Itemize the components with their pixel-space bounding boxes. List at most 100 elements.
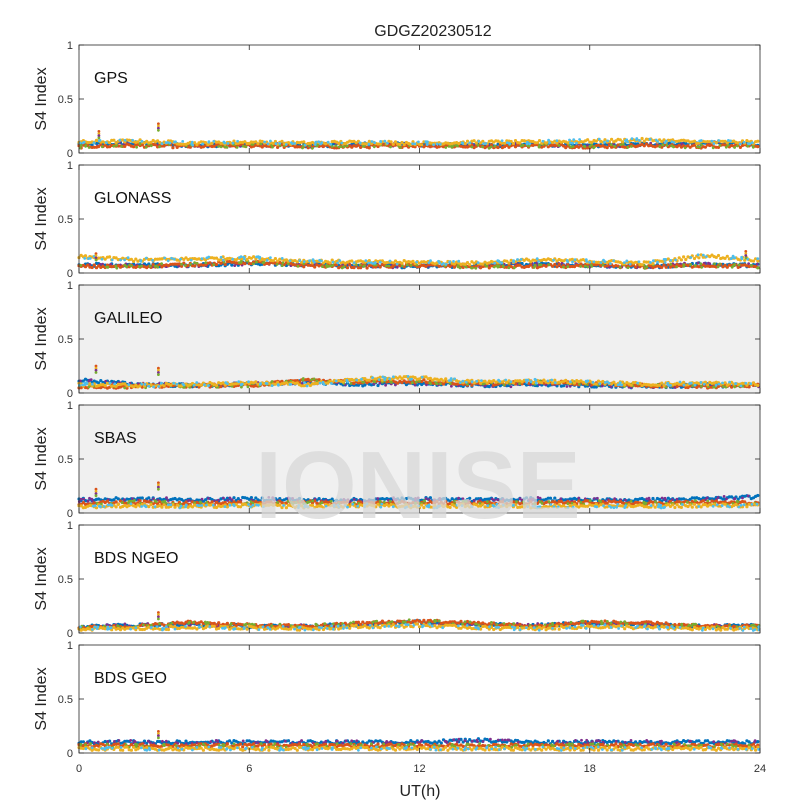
data-point xyxy=(625,259,629,263)
data-point xyxy=(700,265,704,269)
data-point xyxy=(435,142,439,146)
data-point xyxy=(367,146,371,150)
data-point xyxy=(511,141,515,146)
data-point xyxy=(725,254,729,258)
data-point xyxy=(359,266,363,270)
data-point xyxy=(138,499,142,503)
data-point xyxy=(191,143,195,147)
data-point xyxy=(378,265,382,269)
data-point xyxy=(458,381,462,384)
data-point xyxy=(592,260,596,264)
data-point xyxy=(336,261,340,265)
data-point xyxy=(700,143,703,147)
data-point xyxy=(233,264,237,267)
data-point xyxy=(741,496,744,500)
data-point xyxy=(153,499,157,503)
data-point xyxy=(242,255,246,259)
data-point xyxy=(507,266,511,270)
data-point xyxy=(372,145,376,149)
data-point xyxy=(340,266,344,270)
data-point xyxy=(195,381,199,384)
data-point xyxy=(622,261,626,264)
data-point xyxy=(119,258,122,262)
data-point xyxy=(678,380,682,384)
data-point xyxy=(409,263,413,267)
data-point xyxy=(578,138,581,141)
data-point xyxy=(352,261,356,265)
data-point xyxy=(663,261,667,264)
data-point xyxy=(310,378,313,382)
data-point xyxy=(230,498,234,501)
data-point xyxy=(276,145,280,149)
data-point xyxy=(553,381,557,385)
data-point xyxy=(566,265,570,269)
data-point xyxy=(399,146,402,149)
data-point xyxy=(663,496,667,500)
data-point xyxy=(85,382,89,385)
data-point xyxy=(175,382,179,386)
data-point xyxy=(132,499,136,503)
data-point xyxy=(349,382,353,385)
data-point xyxy=(458,266,462,270)
data-point xyxy=(331,260,335,264)
data-point xyxy=(492,265,496,269)
data-point xyxy=(106,266,110,269)
data-point xyxy=(389,145,392,149)
data-point xyxy=(149,502,153,507)
data-point xyxy=(738,142,742,146)
data-point xyxy=(252,262,255,266)
y-axis-label: S4 Index xyxy=(33,307,50,370)
data-point xyxy=(429,259,432,263)
data-point xyxy=(666,383,670,386)
data-point xyxy=(603,138,607,142)
data-point xyxy=(413,142,417,146)
data-point xyxy=(163,256,167,260)
data-point xyxy=(540,381,544,385)
data-point xyxy=(275,263,279,266)
data-point xyxy=(582,144,586,148)
data-point xyxy=(240,385,243,389)
data-point xyxy=(597,137,601,141)
data-point xyxy=(264,382,268,385)
data-point xyxy=(160,144,164,148)
data-point xyxy=(187,499,191,502)
data-point xyxy=(278,142,281,145)
data-point xyxy=(750,264,753,267)
data-point xyxy=(254,143,258,147)
data-point xyxy=(571,260,574,264)
data-point xyxy=(280,257,284,260)
data-point xyxy=(664,258,667,261)
data-point xyxy=(243,262,247,266)
data-point xyxy=(502,383,506,387)
data-point xyxy=(733,256,737,260)
data-point xyxy=(86,499,90,503)
y-tick-label: 0 xyxy=(67,268,73,280)
data-point xyxy=(219,145,223,149)
data-point xyxy=(448,260,452,264)
data-point xyxy=(417,140,420,144)
data-point xyxy=(157,385,161,388)
panel-background xyxy=(79,45,760,153)
data-point xyxy=(437,259,440,263)
data-point xyxy=(732,264,736,268)
data-point xyxy=(660,381,664,385)
data-point xyxy=(175,145,179,149)
data-point xyxy=(100,257,104,261)
data-point xyxy=(468,141,472,145)
data-point xyxy=(553,378,557,382)
data-point xyxy=(189,258,193,262)
data-point xyxy=(330,382,333,385)
data-point xyxy=(410,377,413,381)
data-point xyxy=(457,259,461,263)
data-point xyxy=(516,258,519,261)
data-point xyxy=(637,260,641,264)
data-point xyxy=(706,499,710,503)
data-point xyxy=(740,255,743,259)
data-point xyxy=(388,259,392,263)
data-point xyxy=(471,266,474,270)
data-point xyxy=(485,264,489,268)
data-point xyxy=(568,138,571,142)
data-point xyxy=(623,383,627,387)
data-point xyxy=(238,505,243,509)
data-point xyxy=(697,256,701,260)
